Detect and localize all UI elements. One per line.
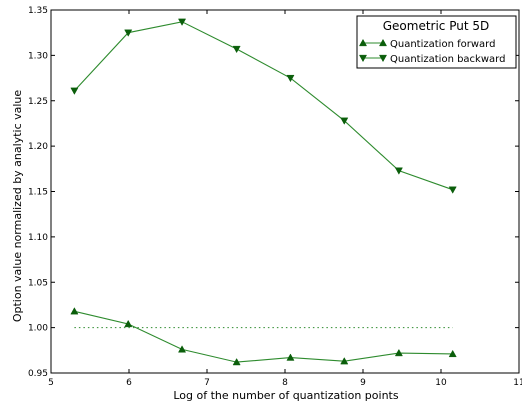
data-point [178, 345, 187, 353]
y-tick-label: 1.10 [28, 233, 48, 243]
plot-area [70, 18, 457, 366]
y-tick-label: 1.00 [28, 324, 48, 334]
legend-label: Quantization backward [390, 54, 505, 65]
data-point [394, 167, 403, 175]
legend-title: Geometric Put 5D [383, 19, 490, 33]
data-point [448, 349, 457, 358]
data-point [340, 117, 349, 125]
y-tick-label: 0.95 [28, 369, 48, 379]
legend-marker [378, 54, 388, 63]
legend-marker [378, 38, 388, 47]
y-tick-label: 1.05 [28, 278, 48, 288]
y-tick-label: 1.35 [28, 6, 48, 16]
legend: Geometric Put 5D Quantization forwardQua… [356, 15, 517, 69]
x-axis-label: Log of the number of quantization points [173, 389, 398, 402]
data-point [70, 307, 79, 315]
x-tick-label: 9 [360, 378, 366, 388]
x-tick-label: 6 [126, 378, 132, 388]
legend-marker [358, 54, 368, 63]
data-point [448, 186, 457, 194]
legend-items: Quantization forward Quantization backwar… [358, 38, 505, 65]
x-tick-label: 7 [204, 378, 210, 388]
x-tick-label: 8 [282, 378, 288, 388]
y-tick-label: 1.30 [28, 51, 48, 61]
legend-marker [358, 38, 368, 47]
series-line-0 [74, 310, 453, 363]
y-tick-label: 1.25 [28, 97, 48, 107]
data-point [124, 319, 133, 328]
x-tick-label: 10 [435, 378, 447, 388]
data-point [286, 353, 295, 361]
legend-label: Quantization forward [390, 39, 495, 50]
data-point [340, 357, 349, 365]
y-axis-label: Option value normalized by analytic valu… [11, 90, 24, 323]
data-point [70, 87, 79, 95]
y-tick-label: 1.20 [28, 142, 48, 152]
data-point [232, 357, 241, 366]
data-point [124, 29, 133, 37]
y-tick-label: 1.15 [28, 188, 48, 198]
series-line-1 [73, 21, 453, 191]
data-point [178, 18, 187, 26]
x-tick-label: 5 [48, 378, 54, 388]
data-point [286, 74, 295, 83]
x-tick-label: 11 [513, 378, 522, 388]
data-point [232, 45, 241, 54]
axes: 5 6 7 8 9 10 11 0.95 1.00 1.05 1.10 1.15 1.20 1.25 1.3… [28, 6, 522, 388]
data-point [394, 348, 403, 357]
